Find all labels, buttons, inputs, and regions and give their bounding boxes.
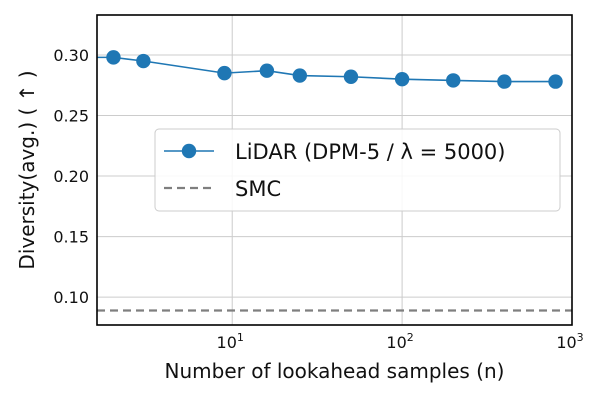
lidar-point [292, 68, 308, 83]
plot-frame [96, 14, 573, 326]
lidar-point [136, 53, 151, 69]
lidar-point [394, 71, 410, 87]
y-tick-label: 0.25 [53, 107, 89, 126]
y-tick-label: 0.30 [53, 46, 89, 65]
lidar-point [343, 69, 359, 84]
legend-swatch-lidar-marker [181, 143, 197, 159]
y-tick-label: 0.10 [53, 288, 89, 307]
lidar-point [446, 73, 461, 88]
series-layer [97, 50, 563, 89]
x-tick-label: 103 [556, 331, 583, 352]
legend-label-smc: SMC [235, 177, 281, 201]
lidar-line [97, 56, 556, 83]
axis-labels: Number of lookahead samples (n) Diversity… [15, 70, 504, 383]
lidar-point [497, 74, 512, 89]
legend: LiDAR (DPM-5 / λ = 5000) SMC [154, 128, 561, 212]
y-axis-label: Diversity(avg.) ( ↑ ) [15, 70, 39, 269]
legend-box [154, 128, 561, 212]
lidar-point [106, 50, 121, 65]
x-axis-label: Number of lookahead samples (n) [165, 359, 505, 383]
x-tick-label: 101 [217, 331, 244, 352]
lidar-point [548, 74, 563, 89]
lidar-point [259, 63, 275, 78]
ticks: 0.10 0.15 0.20 0.25 0.30 101 102 103 [53, 46, 583, 352]
legend-label-lidar: LiDAR (DPM-5 / λ = 5000) [235, 140, 506, 164]
x-tick-label: 102 [386, 331, 413, 352]
y-tick-label: 0.20 [53, 167, 89, 186]
lidar-point [217, 65, 232, 81]
y-tick-label: 0.15 [53, 228, 89, 247]
